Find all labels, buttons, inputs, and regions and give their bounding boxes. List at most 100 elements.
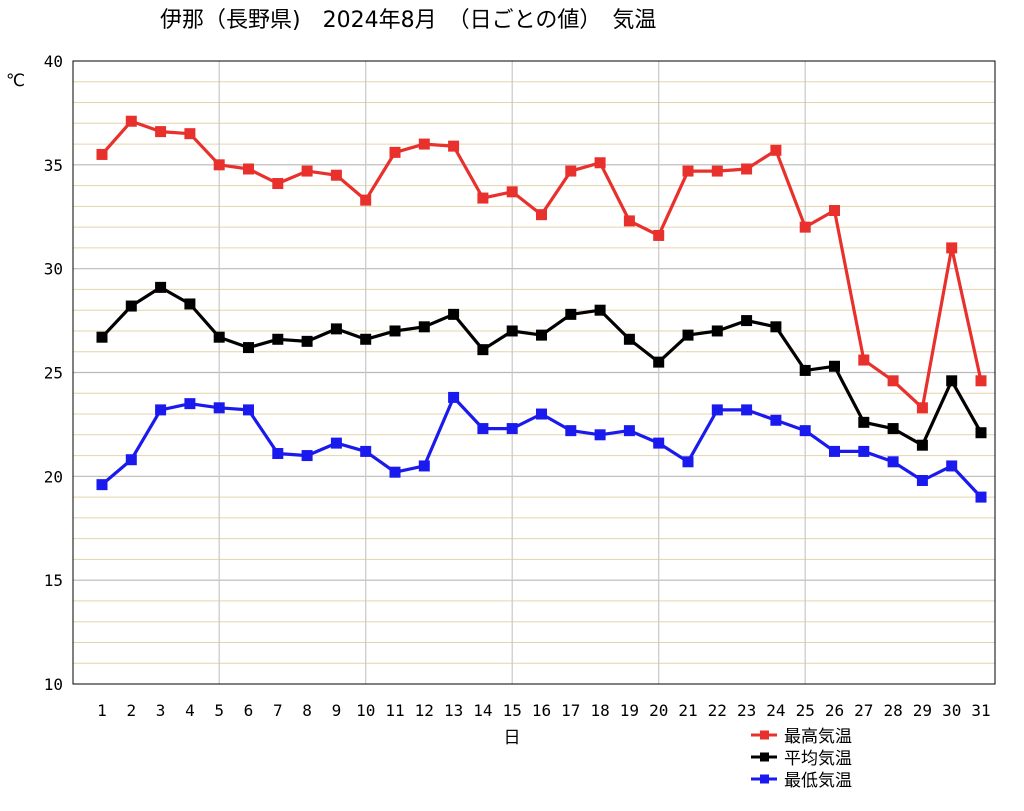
data-point <box>741 163 753 175</box>
data-point <box>916 402 928 414</box>
data-point <box>96 331 108 343</box>
data-point <box>301 450 313 462</box>
y-axis-ticks: 10 15 20 25 30 35 40 <box>44 52 63 694</box>
legend-marker <box>760 730 769 740</box>
data-point <box>594 429 606 441</box>
data-point <box>946 242 958 254</box>
data-point <box>653 356 665 368</box>
data-point <box>506 423 518 435</box>
x-tick-label: 3 <box>156 701 166 720</box>
data-point <box>330 169 342 181</box>
y-tick-label: 30 <box>44 260 63 279</box>
data-point <box>360 333 372 345</box>
x-tick-label: 6 <box>244 701 254 720</box>
data-point <box>623 215 635 227</box>
data-point <box>916 474 928 486</box>
x-tick-label: 22 <box>708 701 727 720</box>
x-tick-label: 14 <box>473 701 492 720</box>
data-point <box>594 157 606 169</box>
legend-marker <box>760 774 769 784</box>
data-point <box>887 456 899 468</box>
data-point <box>916 439 928 451</box>
x-tick-label: 12 <box>415 701 434 720</box>
series-layer <box>96 115 987 503</box>
data-point <box>770 321 782 333</box>
data-point <box>975 427 987 439</box>
series-2 <box>96 281 987 451</box>
y-tick-label: 20 <box>44 467 63 486</box>
data-point <box>389 146 401 158</box>
data-point <box>536 329 547 341</box>
data-point <box>272 447 284 459</box>
data-point <box>330 323 342 335</box>
data-point <box>975 491 987 503</box>
chart-title: 伊那（長野県) 2024年8月 （日ごとの値） 気温 <box>160 8 656 33</box>
x-tick-label: 5 <box>214 701 224 720</box>
x-tick-label: 30 <box>942 701 961 720</box>
x-tick-label: 15 <box>503 701 522 720</box>
x-tick-label: 17 <box>561 701 580 720</box>
data-point <box>213 159 225 171</box>
legend-item-2: 平均気温 <box>751 749 852 769</box>
data-point <box>330 437 342 449</box>
data-point <box>96 479 108 491</box>
data-point <box>418 460 430 472</box>
data-point <box>858 445 870 457</box>
x-tick-label: 10 <box>356 701 375 720</box>
x-tick-label: 4 <box>185 701 195 720</box>
data-point <box>799 221 811 233</box>
y-tick-label: 25 <box>44 364 63 383</box>
x-tick-label: 29 <box>913 701 932 720</box>
x-tick-label: 26 <box>825 701 844 720</box>
data-point <box>418 138 430 150</box>
data-point <box>858 416 870 428</box>
data-point <box>155 281 167 293</box>
x-tick-label: 18 <box>590 701 609 720</box>
data-point <box>448 391 460 403</box>
x-tick-label: 28 <box>883 701 902 720</box>
data-point <box>858 354 870 366</box>
data-point <box>829 205 840 217</box>
legend-label: 平均気温 <box>784 749 852 769</box>
plot-frame <box>72 60 996 685</box>
data-point <box>770 144 782 156</box>
data-point <box>477 344 489 356</box>
data-point <box>536 209 547 221</box>
data-point <box>243 342 254 354</box>
data-point <box>799 364 811 376</box>
y-tick-label: 40 <box>44 52 63 71</box>
data-point <box>829 445 840 457</box>
series-1 <box>96 115 987 414</box>
data-point <box>770 414 782 426</box>
data-point <box>389 325 401 337</box>
data-point <box>946 375 958 387</box>
data-point <box>711 165 723 177</box>
y-tick-label: 15 <box>44 571 63 590</box>
data-point <box>653 437 665 449</box>
data-point <box>565 425 577 437</box>
data-point <box>184 398 196 410</box>
x-tick-label: 11 <box>385 701 404 720</box>
y-tick-label: 10 <box>44 675 63 694</box>
data-point <box>184 128 196 140</box>
data-point <box>506 325 518 337</box>
data-point <box>741 404 753 416</box>
data-point <box>653 229 665 241</box>
x-tick-label: 20 <box>649 701 668 720</box>
data-point <box>623 333 635 345</box>
data-point <box>682 165 694 177</box>
minor-gridlines <box>73 81 995 664</box>
x-tick-label: 16 <box>532 701 551 720</box>
data-point <box>155 404 167 416</box>
data-point <box>506 186 518 198</box>
legend-item-3: 最低気温 <box>751 771 852 791</box>
data-point <box>536 408 547 420</box>
data-point <box>711 325 723 337</box>
data-point <box>448 308 460 320</box>
x-tick-label: 24 <box>766 701 785 720</box>
legend-label: 最低気温 <box>784 771 852 791</box>
data-point <box>887 375 899 387</box>
data-point <box>682 329 694 341</box>
